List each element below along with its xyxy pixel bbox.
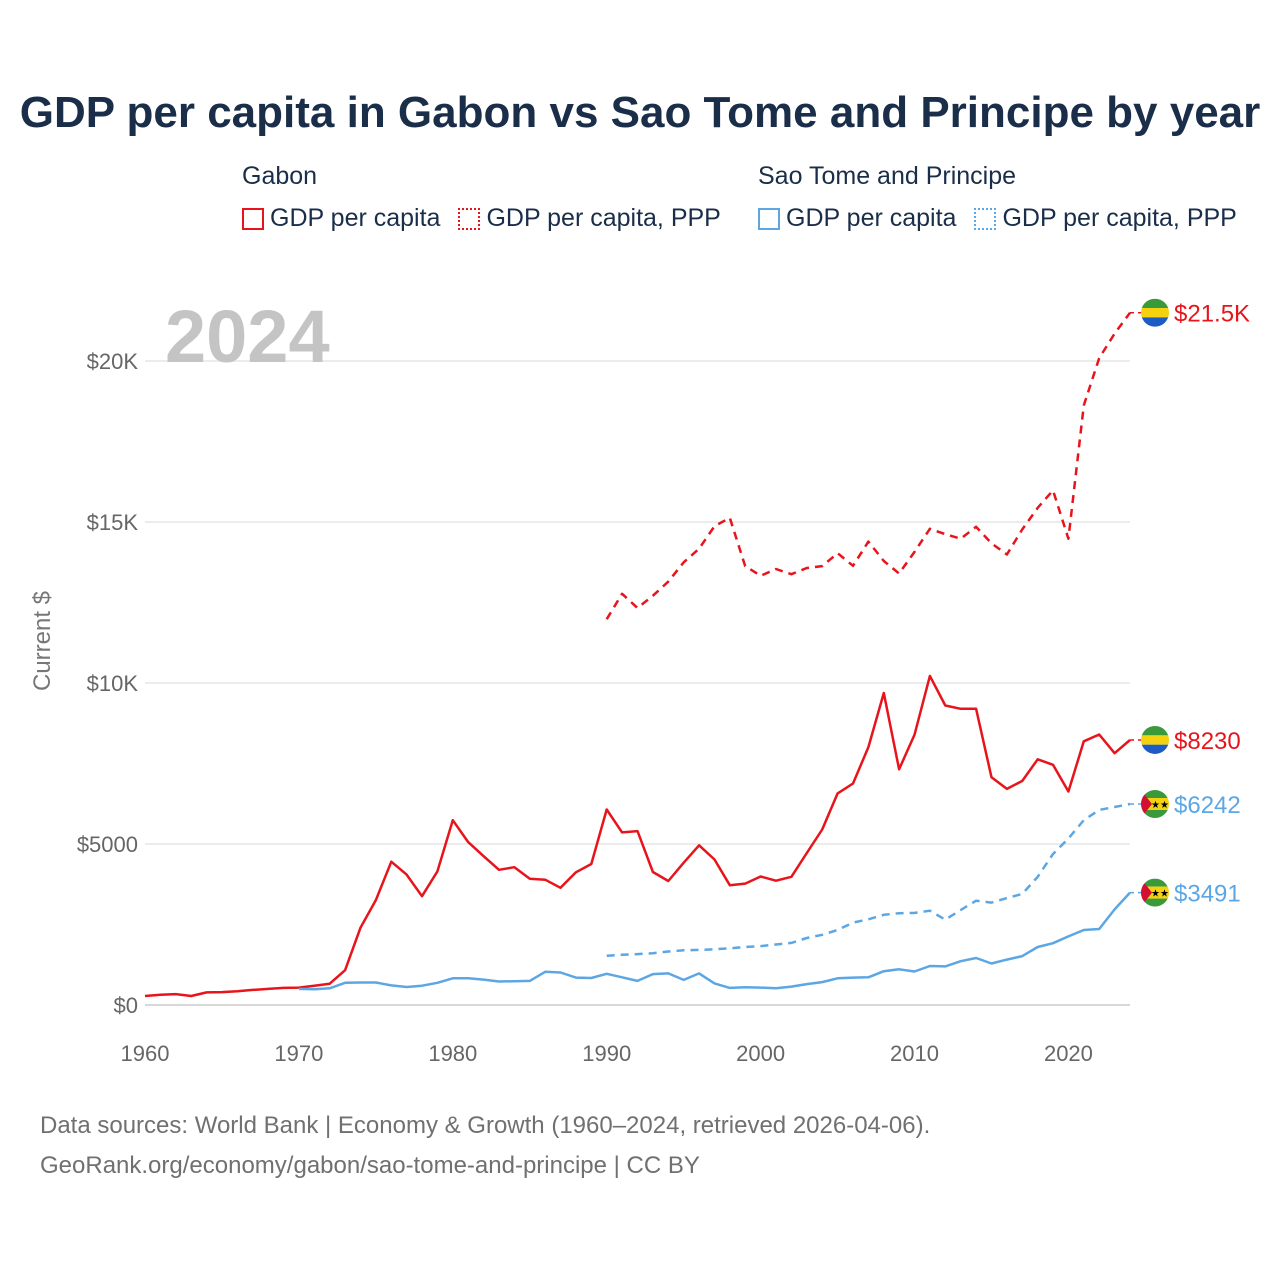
y-axis-label: Current $	[29, 591, 56, 691]
legend-swatch-dotted-icon	[974, 207, 997, 230]
source-url-text: GeoRank.org/economy/gabon/sao-tome-and-p…	[40, 1152, 700, 1179]
legend-group-gabon: Gabon GDP per capita GDP per capita, PPP	[242, 162, 721, 233]
legend-item-label: GDP per capita	[786, 204, 957, 232]
series-line-2	[298, 891, 1131, 991]
legend-swatch-solid-icon	[242, 207, 264, 230]
y-tick-label: $10K	[87, 671, 139, 696]
y-tick-label: $0	[114, 993, 138, 1018]
y-tick-label: $5000	[77, 832, 138, 857]
gabon-flag-icon	[1141, 299, 1169, 327]
series-line-1	[605, 311, 1132, 620]
y-tick-label: $20K	[87, 349, 139, 374]
gabon-flag-icon	[1141, 726, 1169, 754]
x-tick-label: 1980	[428, 1041, 477, 1066]
x-tick-label: 2010	[890, 1041, 939, 1066]
legend-item-label: GDP per capita, PPP	[1002, 204, 1237, 232]
series-line-0	[144, 674, 1131, 998]
legend-item-stp-gdp[interactable]: GDP per capita	[758, 204, 956, 233]
legend-item-label: GDP per capita	[270, 204, 441, 232]
x-tick-label: 1970	[274, 1041, 323, 1066]
series-line-3	[606, 802, 1131, 957]
year-badge: 2024	[165, 295, 330, 378]
x-tick-label: 1990	[582, 1041, 631, 1066]
legend-item-gabon-gdp-ppp[interactable]: GDP per capita, PPP	[458, 204, 721, 233]
legend-group-sao-tome: Sao Tome and Principe GDP per capita GDP…	[758, 162, 1237, 233]
legend-item-gabon-gdp[interactable]: GDP per capita	[242, 204, 440, 233]
sao-tome-flag-icon	[1141, 790, 1169, 818]
data-source-text: Data sources: World Bank | Economy & Gro…	[40, 1112, 931, 1139]
x-tick-label: 2000	[736, 1041, 785, 1066]
end-value-label: $6242	[1174, 792, 1241, 819]
legend-group-title: Sao Tome and Principe	[758, 162, 1017, 190]
x-tick-label: 1960	[121, 1041, 170, 1066]
x-tick-label: 2020	[1044, 1041, 1093, 1066]
legend-swatch-dotted-icon	[458, 207, 481, 230]
y-tick-label: $15K	[87, 510, 139, 535]
legend-item-stp-gdp-ppp[interactable]: GDP per capita, PPP	[974, 204, 1237, 233]
end-value-label: $21.5K	[1174, 301, 1250, 328]
legend-swatch-solid-icon	[758, 207, 780, 230]
end-value-label: $8230	[1174, 728, 1241, 755]
sao-tome-flag-icon	[1141, 879, 1169, 907]
chart-footer: Data sources: World Bank | Economy & Gro…	[40, 1106, 930, 1186]
legend-item-label: GDP per capita, PPP	[486, 204, 721, 232]
legend-group-title: Gabon	[242, 162, 318, 190]
end-value-label: $3491	[1174, 881, 1241, 908]
chart-title: GDP per capita in Gabon vs Sao Tome and …	[19, 88, 1261, 137]
